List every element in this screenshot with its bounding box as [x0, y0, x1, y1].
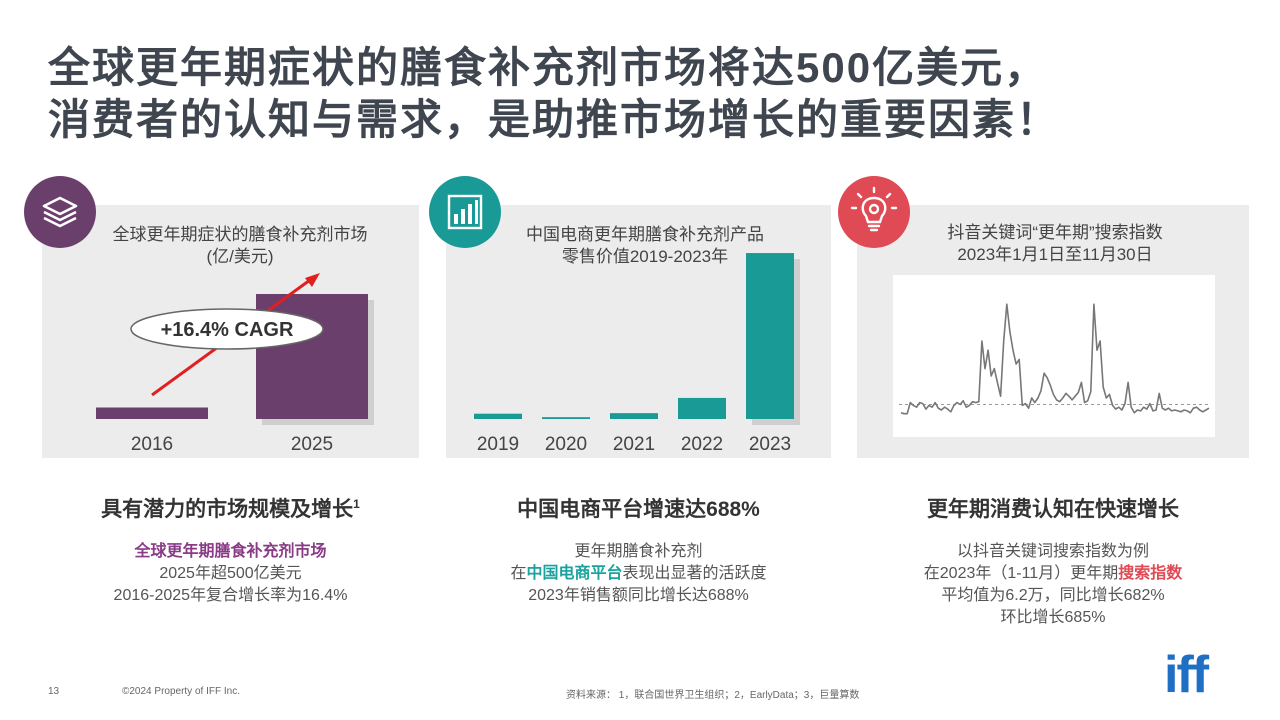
- market-size-chart-title: 全球更年期症状的膳食补充剂市场 (亿/美元): [112, 225, 368, 266]
- cagr-ellipse: [130, 308, 324, 350]
- page-number: 13: [48, 686, 60, 697]
- slide-title-line2: 消费者的认知与需求，是助推市场增长的重要因素！: [48, 96, 1061, 143]
- ecommerce-bar-chart: 2019 2020 2021 2022 2023: [474, 253, 800, 455]
- slide-title: 全球更年期症状的膳食补充剂市场将达500亿美元， 消费者的认知与需求，是助推市场…: [48, 42, 1248, 146]
- bar-2020: [542, 417, 590, 419]
- ecommerce-description: 更年期膳食补充剂 在中国电商平台表现出显著的活跃度 2023年销售额同比增长达6…: [510, 543, 767, 604]
- bar-2021: [610, 413, 658, 419]
- tick-label-2022: 2022: [681, 434, 723, 455]
- search-index-series-line: [900, 303, 1210, 415]
- ecommerce-heading: 中国电商平台增速达688%: [517, 498, 760, 521]
- cagr-label: +16.4% CAGR: [161, 319, 294, 341]
- tick-label-2019: 2019: [477, 434, 519, 455]
- bar-2022: [678, 397, 726, 419]
- market-size-bar-chart: 2016 2025 +16.4% CAGR: [96, 273, 374, 455]
- bar-2023: [746, 253, 794, 419]
- search-index-line-chart: [893, 275, 1215, 437]
- search-index-description: 以抖音关键词搜索指数为例 在2023年（1-11月）更年期搜索指数 平均值为6.…: [923, 543, 1183, 626]
- search-index-chart-title: 抖音关键词“更年期”搜索指数 2023年1月1日至11月30日: [947, 223, 1163, 264]
- market-size-description: 全球更年期膳食补充剂市场 2025年超500亿美元 2016-2025年复合增长…: [113, 543, 348, 604]
- svg-text:iff: iff: [1164, 648, 1210, 696]
- source-note: 资料来源： 1，联合国世界卫生组织；2，EarlyData；3，巨量算数: [566, 690, 860, 701]
- tick-label-2020: 2020: [545, 434, 587, 455]
- tick-label-2016: 2016: [131, 434, 173, 455]
- bar-2016: [96, 407, 208, 419]
- ecommerce-chart-title: 中国电商更年期膳食补充剂产品 零售价值2019-2023年: [526, 225, 764, 266]
- bar-chart-icon: [447, 194, 483, 230]
- market-size-heading: 具有潜力的市场规模及增长1: [101, 497, 360, 521]
- lightbulb-gear-icon-badge: [838, 176, 910, 248]
- copyright-text: ©2024 Property of IFF Inc.: [122, 686, 240, 697]
- tick-label-2025: 2025: [291, 434, 333, 455]
- layers-icon-badge: [24, 176, 96, 248]
- cagr-arrowhead: [305, 273, 320, 287]
- search-index-heading: 更年期消费认知在快速增长: [927, 498, 1179, 521]
- slide-title-line1: 全球更年期症状的膳食补充剂市场将达500亿美元，: [48, 44, 1049, 91]
- iff-logo: iff: [1164, 648, 1212, 696]
- tick-label-2021: 2021: [613, 434, 655, 455]
- bar-2019: [474, 413, 522, 419]
- tick-label-2023: 2023: [749, 434, 791, 455]
- layers-icon: [42, 196, 78, 228]
- bar-chart-icon-badge: [429, 176, 501, 248]
- line-chart-background: [893, 275, 1215, 437]
- lightbulb-gear-icon: [850, 186, 898, 232]
